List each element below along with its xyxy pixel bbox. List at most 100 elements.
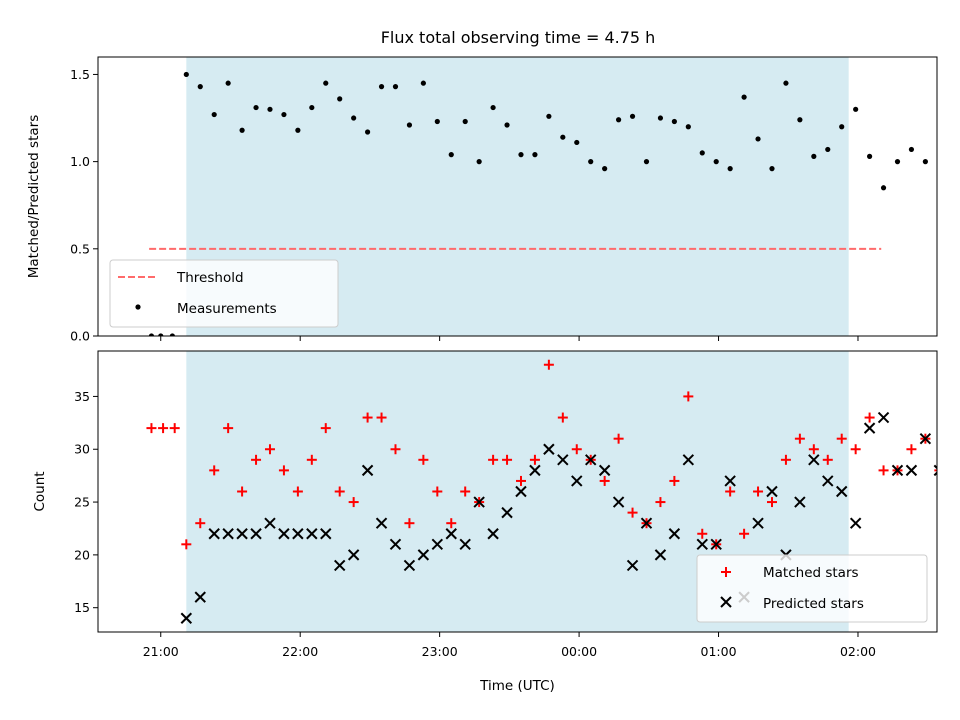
predicted-star-point (585, 454, 597, 466)
predicted-star-point (654, 549, 667, 561)
measurement-point (727, 166, 733, 172)
predicted-star-point (794, 496, 806, 508)
measurement-point (225, 80, 231, 86)
measurement-point (825, 146, 831, 153)
matched-star-point (780, 454, 791, 465)
matched-star-point (529, 454, 540, 465)
legend-predicted-label: Predicted stars (763, 596, 864, 612)
axes-frame (97, 56, 938, 337)
matched-star-point (418, 454, 429, 465)
legend-matched-label: Matched stars (763, 565, 859, 581)
x-tick-label: 21:00 (143, 644, 179, 659)
y-tick-label: 35 (74, 389, 90, 404)
predicted-star-point (905, 464, 918, 477)
measurement-point (880, 185, 887, 191)
matched-star-point (613, 433, 624, 444)
predicted-star-point (529, 464, 541, 477)
measurement-point (378, 84, 385, 90)
predicted-star-point (180, 612, 193, 624)
measurement-point (769, 166, 775, 172)
predicted-star-point (933, 464, 937, 477)
matched-star-point (836, 433, 847, 444)
legend-matched-swatch (721, 567, 731, 577)
predicted-star-point (598, 464, 611, 477)
measurement-point (434, 118, 440, 125)
matched-star-point (292, 486, 303, 497)
predicted-star-point (389, 538, 402, 551)
y-tick-label: 25 (74, 495, 90, 510)
matched-star-point (195, 518, 206, 529)
matched-star-point (934, 469, 937, 472)
x-tick-label: 02:00 (840, 644, 876, 659)
predicted-star-point (264, 517, 276, 529)
predicted-star-point (696, 538, 708, 551)
y-tick-label: 20 (74, 547, 90, 562)
matched-star-point (502, 454, 513, 465)
predicted-star-point (863, 422, 876, 434)
matched-star-point (725, 486, 736, 497)
matched-star-point (237, 486, 248, 497)
measurement-point (309, 104, 315, 111)
matched-star-point (766, 497, 777, 508)
measurement-point (755, 136, 761, 142)
measurement-point (476, 159, 482, 165)
predicted-star-point (361, 464, 374, 477)
y-tick-label: 1.0 (70, 154, 90, 169)
measurement-point (546, 113, 552, 119)
measurement-point (323, 80, 329, 86)
measurement-point (518, 152, 524, 158)
predicted-star-point (375, 517, 388, 529)
y-tick-label: 1.5 (70, 67, 90, 82)
predicted-star-point (752, 517, 764, 529)
matched-star-point (697, 528, 708, 539)
legend-measurement-label: Measurements (177, 301, 277, 317)
measurement-point (183, 71, 189, 78)
x-tick-label: 01:00 (701, 644, 737, 659)
predicted-star-point (501, 506, 513, 519)
measurement-point (532, 152, 538, 158)
measurement-point (560, 134, 566, 140)
y-tick-label: 0.0 (70, 329, 90, 344)
predicted-star-point (836, 485, 848, 498)
measurement-point (490, 104, 496, 111)
matched-star-point (348, 497, 359, 508)
predicted-star-point (571, 475, 583, 487)
x-tick-label: 23:00 (422, 644, 458, 659)
y-axis-label: Count (32, 471, 48, 511)
matched-star-point (432, 486, 443, 497)
measurement-point (602, 166, 608, 172)
x-axis-label: Time (UTC) (479, 678, 555, 694)
measurement-point (588, 159, 594, 165)
predicted-star-point (236, 528, 248, 540)
matched-star-point (878, 465, 889, 476)
matched-star-point (376, 412, 387, 423)
measurement-point (713, 159, 719, 165)
measurement-point (211, 111, 217, 118)
predicted-star-point (849, 517, 862, 529)
legend-box (696, 554, 928, 623)
measurement-point (699, 150, 705, 156)
predicted-star-point (557, 454, 569, 466)
measurement-point (392, 84, 399, 90)
matched-star-point (146, 423, 157, 434)
y-tick-label: 15 (74, 600, 90, 615)
measurement-point (364, 129, 371, 135)
predicted-star-point (612, 496, 625, 508)
measurement-point (406, 122, 413, 128)
predicted-star-point (222, 528, 234, 540)
matched-star-point (822, 454, 833, 465)
matched-star-point (850, 444, 861, 455)
measurement-point (420, 80, 426, 86)
predicted-star-point (891, 464, 904, 477)
matched-star-point (571, 444, 582, 455)
series-predicted-stars (180, 411, 937, 624)
matched-star-point (446, 518, 457, 529)
measurement-point (169, 333, 175, 336)
matched-star-point (223, 423, 234, 434)
matched-star-point (169, 423, 180, 434)
measurement-point (922, 159, 928, 165)
predicted-star-point (515, 485, 527, 498)
matched-star-point (390, 444, 401, 455)
measurement-point (197, 84, 203, 90)
